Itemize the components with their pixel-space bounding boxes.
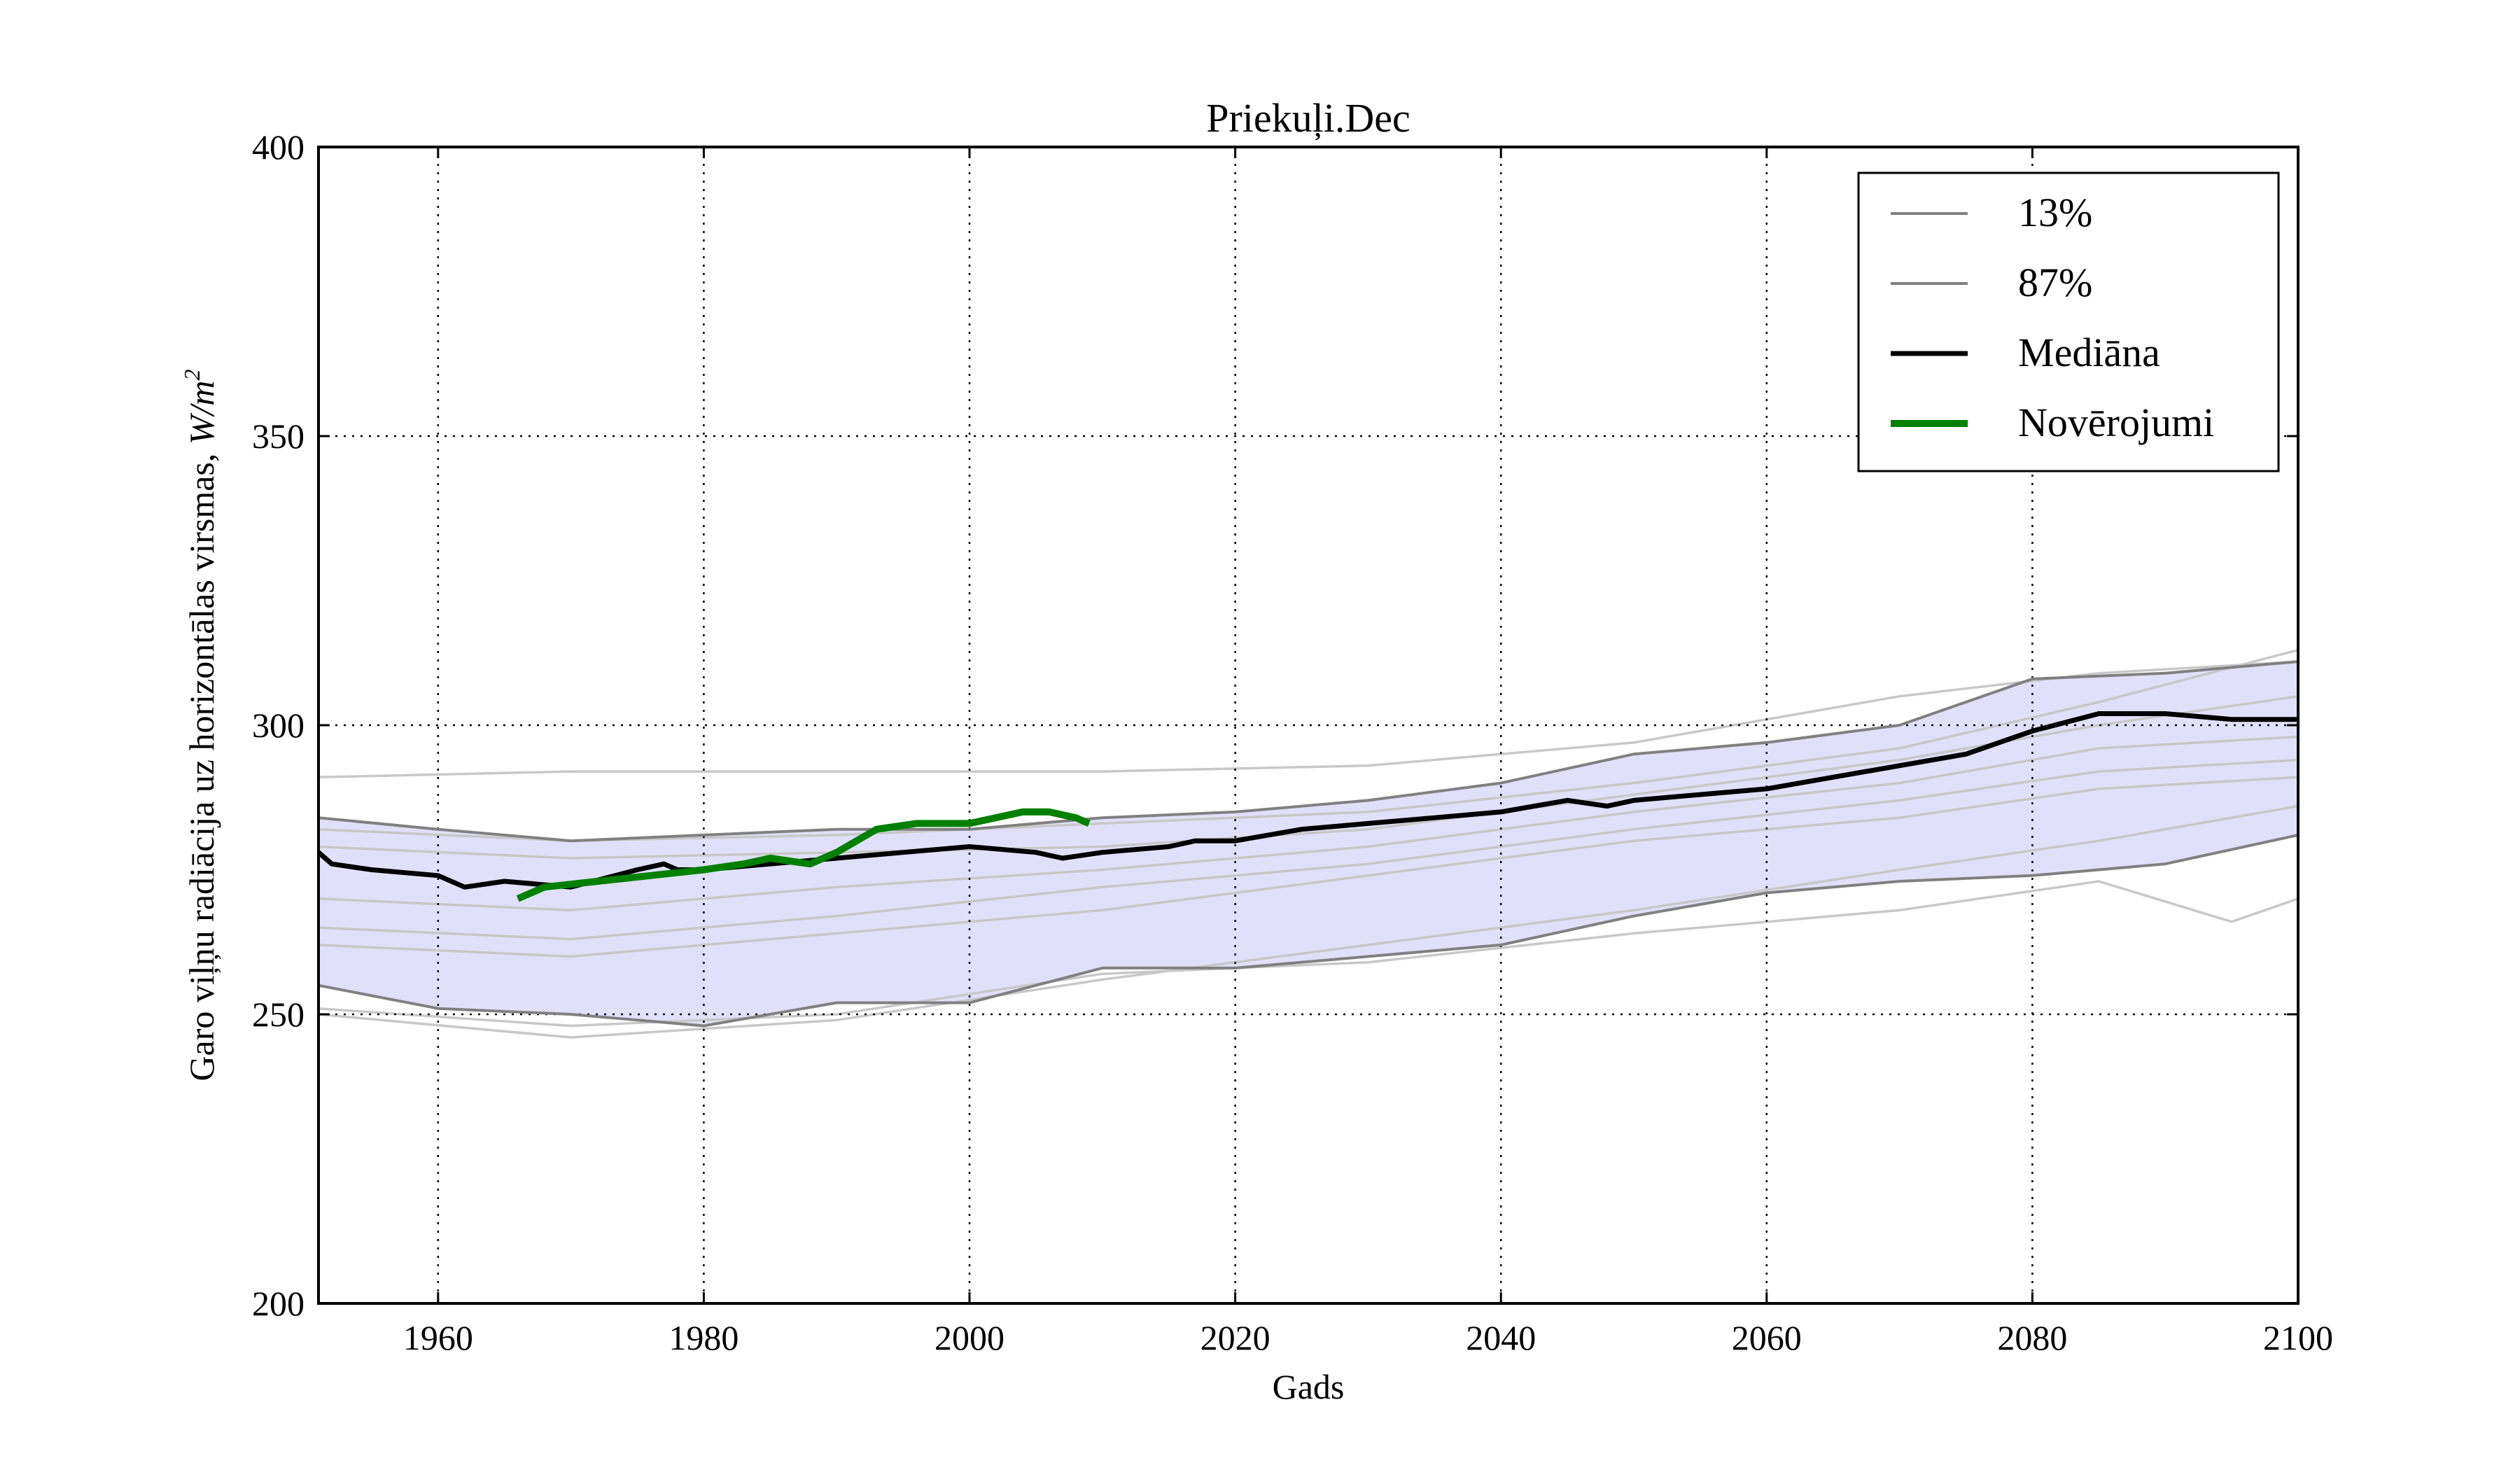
y-axis-label: Garo viļņu radiācija uz horizontālas vir… bbox=[179, 369, 221, 1081]
x-tick-label: 2040 bbox=[1466, 1318, 1536, 1357]
ensemble-lines bbox=[318, 648, 2299, 1039]
ensemble-line-5 bbox=[318, 758, 2299, 941]
percentile-band bbox=[318, 662, 2298, 1026]
chart-title: Priekuļi.Dec bbox=[1206, 95, 1410, 141]
y-axis-label-unit-exponent: 2 bbox=[179, 369, 204, 380]
ensemble-line-8 bbox=[318, 880, 2299, 1028]
legend-label-13: 13% bbox=[2018, 190, 2092, 235]
x-axis-label: Gads bbox=[1273, 1367, 1345, 1406]
ensemble-line-4 bbox=[318, 735, 2299, 912]
ensemble-line-1 bbox=[318, 660, 2299, 779]
y-tick-label: 300 bbox=[252, 706, 304, 745]
x-tick-label: 2000 bbox=[934, 1318, 1004, 1357]
x-tick-label: 1960 bbox=[403, 1318, 473, 1357]
ensemble-line-7 bbox=[318, 804, 2299, 1039]
x-tick-label: 1980 bbox=[668, 1318, 738, 1357]
band-area bbox=[318, 662, 2298, 1026]
ensemble-line-6 bbox=[318, 776, 2299, 958]
legend-label-medi-na: Mediāna bbox=[2018, 330, 2160, 375]
series-line-87- bbox=[318, 660, 2299, 843]
y-tick-label: 350 bbox=[252, 416, 304, 456]
y-tick-label: 250 bbox=[252, 995, 304, 1034]
x-tick-label: 2060 bbox=[1732, 1318, 1802, 1357]
y-tick-label: 400 bbox=[252, 127, 304, 167]
series-line-13- bbox=[318, 833, 2299, 1028]
y-axis-label-text: Garo viļņu radiācija uz horizontālas vir… bbox=[182, 444, 221, 1081]
x-tick-label: 2080 bbox=[1997, 1318, 2067, 1357]
ensemble-line-2 bbox=[318, 648, 2299, 842]
legend: 13% 87% Mediāna Novērojumi bbox=[1857, 172, 2280, 472]
y-axis-label-unit: W/m bbox=[182, 380, 221, 444]
legend-label-87: 87% bbox=[2018, 260, 2092, 305]
axis-ticks: 1960 1980 2000 2020 2040 2060 2080 2100 200 250 30… bbox=[252, 127, 2333, 1357]
x-tick-label: 2020 bbox=[1200, 1318, 1270, 1357]
y-tick-label: 200 bbox=[252, 1284, 304, 1323]
legend-label-nov-rojumi: Novērojumi bbox=[2018, 400, 2214, 445]
series-line-nov-rojumi bbox=[516, 808, 1091, 902]
x-tick-label: 2100 bbox=[2263, 1318, 2333, 1357]
series-lines bbox=[316, 660, 2299, 1028]
